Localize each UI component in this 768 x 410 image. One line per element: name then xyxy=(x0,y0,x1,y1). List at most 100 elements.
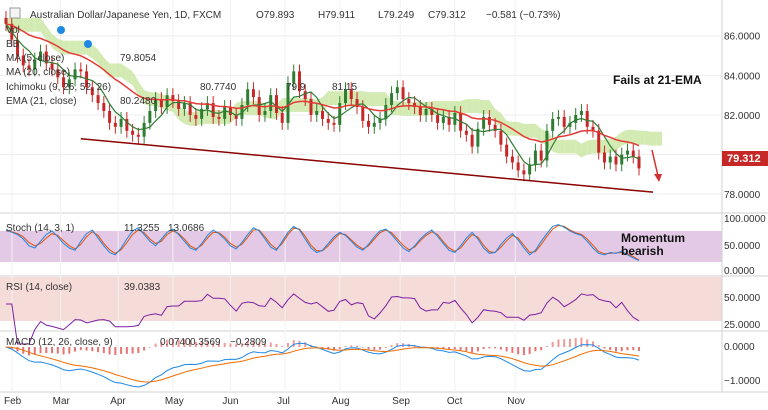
cloud-segment xyxy=(650,131,657,146)
candle-body xyxy=(269,95,273,111)
macd-v1: 0.0740 xyxy=(160,337,191,348)
candle-body xyxy=(631,150,635,157)
candle-body xyxy=(44,51,48,64)
cloud-segment xyxy=(29,17,35,32)
time-tick-label: Sep xyxy=(392,396,410,407)
candle-body xyxy=(413,103,417,108)
cloud-segment xyxy=(115,63,122,78)
macd-histogram-bar xyxy=(154,343,157,347)
macd-line xyxy=(5,342,640,388)
cloud-segment xyxy=(374,92,381,107)
rsi-tick: 25.0000 xyxy=(724,320,761,331)
macd-histogram-bar xyxy=(194,342,197,347)
legend-ichimoku-v2: 79.9 xyxy=(286,82,306,93)
macd-histogram-bar xyxy=(217,343,220,347)
eye-icon[interactable] xyxy=(57,26,65,34)
cloud-segment xyxy=(172,98,179,120)
candle-body xyxy=(441,116,445,123)
ma5-line xyxy=(5,23,640,167)
macd-histogram-bar xyxy=(614,347,617,352)
candle-body xyxy=(355,99,359,108)
price-tick-label: 82.0000 xyxy=(724,111,761,122)
lower-indicators xyxy=(5,224,640,388)
last-price-label: 79.312 xyxy=(727,153,761,165)
cloud-segment xyxy=(466,99,473,113)
ema21-line xyxy=(5,23,640,147)
candle-body xyxy=(165,95,169,108)
macd-histogram-bar xyxy=(499,347,502,350)
macd-histogram-bar xyxy=(258,342,261,347)
macd-histogram-bar xyxy=(586,339,589,347)
eye-icon[interactable] xyxy=(84,40,92,48)
candle-body xyxy=(597,130,601,153)
time-tick-label: Mar xyxy=(53,396,71,407)
macd-histogram-bar xyxy=(68,347,71,354)
macd-histogram-bar xyxy=(200,341,203,347)
arrow-head-icon xyxy=(654,174,662,182)
cloud-segment xyxy=(564,139,570,154)
macd-histogram-bar xyxy=(356,345,359,347)
macd-histogram-bar xyxy=(315,346,318,348)
chart-title: Australian Dollar/Japanese Yen, 1D, FXCM xyxy=(30,10,221,21)
macd-histogram-bar xyxy=(97,347,100,353)
candle-body xyxy=(384,105,388,119)
candle-body xyxy=(240,105,244,119)
rsi-label: RSI (14, close) xyxy=(6,282,72,293)
macd-pane xyxy=(0,332,722,390)
stoch-k-value: 11.3255 xyxy=(124,223,160,234)
macd-v2: 0.3569 xyxy=(190,337,221,348)
legend-ema: EMA (21, close) xyxy=(6,96,77,107)
candle-body xyxy=(344,89,348,104)
legend-ichimoku: Ichimoku (9, 26, 52, 26) xyxy=(6,82,111,93)
macd-histogram-bar xyxy=(384,347,387,348)
macd-histogram-bar xyxy=(574,338,577,347)
candle-body xyxy=(274,95,278,113)
stoch-tick: 0.0000 xyxy=(724,266,755,277)
candle-body xyxy=(418,107,422,115)
cloud-segment xyxy=(449,101,455,115)
candle-body xyxy=(73,69,77,80)
macd-histogram-bar xyxy=(591,341,594,347)
macd-histogram-bar xyxy=(304,342,307,347)
cloud-segment xyxy=(523,123,530,138)
macd-histogram-bar xyxy=(85,347,88,351)
candle-body xyxy=(33,59,37,70)
collapse-icon[interactable] xyxy=(9,7,21,19)
candle-body xyxy=(482,116,486,129)
macd-histogram-bar xyxy=(177,339,180,347)
candle-body xyxy=(608,156,612,163)
macd-histogram-bar xyxy=(522,347,525,356)
candle-body xyxy=(246,89,250,106)
candle-body xyxy=(390,93,394,106)
cloud-segment xyxy=(403,102,409,116)
ohlc-high: H79.911 xyxy=(318,10,356,21)
macd-histogram-bar xyxy=(143,347,146,351)
cloud-segment xyxy=(52,33,58,53)
candle-body xyxy=(108,110,112,123)
macd-histogram-bar xyxy=(488,347,491,349)
candle-body xyxy=(119,118,123,127)
macd-histogram-bar xyxy=(286,343,289,347)
cloud-segment xyxy=(380,92,386,107)
macd-histogram-bar xyxy=(442,347,445,350)
candle-body xyxy=(113,122,117,127)
time-tick-label: Feb xyxy=(4,396,22,407)
price-tick-label: 86.0000 xyxy=(724,32,761,43)
last-price-badge xyxy=(722,151,768,166)
candle-body xyxy=(493,124,497,131)
legend-ichimoku-v1: 80.7740 xyxy=(200,82,237,93)
cloud-segment xyxy=(535,123,542,143)
cloud-segment xyxy=(299,98,306,112)
cloud-segment xyxy=(569,139,576,154)
candle-body xyxy=(505,144,509,157)
candle-body xyxy=(96,95,100,104)
macd-histogram-bar xyxy=(373,347,376,350)
cloud-segment xyxy=(558,139,565,154)
candle-body xyxy=(395,87,399,94)
candle-body xyxy=(464,130,468,135)
macd-histogram-bar xyxy=(379,347,382,350)
macd-histogram-bar xyxy=(321,347,324,349)
macd-tick: −1.0000 xyxy=(724,376,761,387)
macd-histogram-bar xyxy=(603,347,606,349)
macd-histogram-bar xyxy=(235,344,238,347)
